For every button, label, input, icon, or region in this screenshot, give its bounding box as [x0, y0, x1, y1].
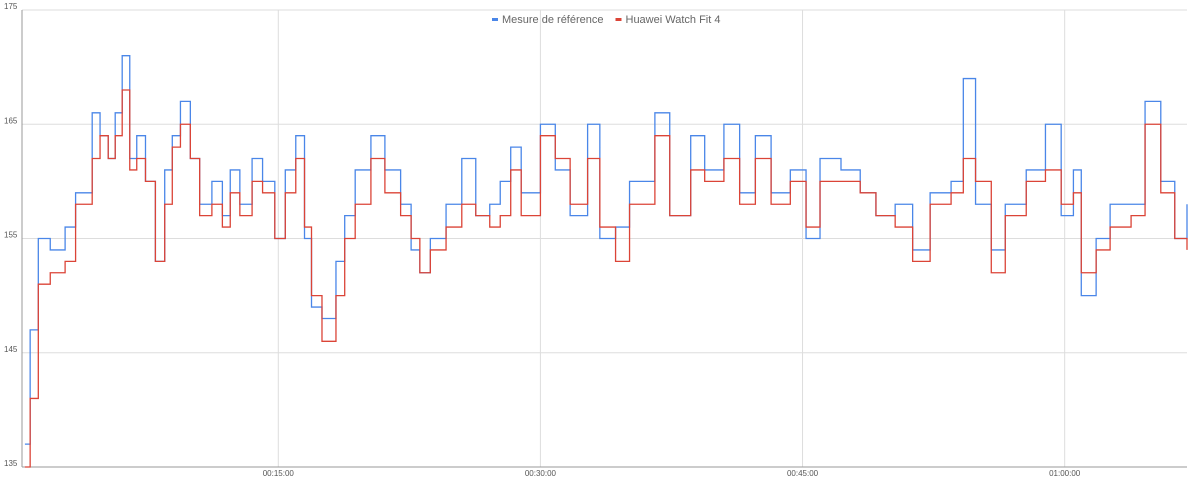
- y-tick-label: 165: [4, 116, 18, 125]
- y-tick-label: 145: [4, 345, 18, 354]
- x-tick-label: 00:15:00: [263, 469, 295, 478]
- x-tick-label: 00:30:00: [525, 469, 557, 478]
- legend-label: Huawei Watch Fit 4: [626, 14, 721, 26]
- legend-swatch: [492, 18, 498, 21]
- x-tick-label: 01:00:00: [1049, 469, 1081, 478]
- legend-swatch: [615, 18, 622, 21]
- y-tick-label: 155: [4, 231, 18, 240]
- y-tick-label: 175: [4, 2, 18, 11]
- x-tick-label: 00:45:00: [787, 469, 819, 478]
- y-tick-label: 135: [4, 459, 18, 468]
- line-series: [24, 89, 1188, 468]
- legend-label: Mesure de référence: [502, 14, 604, 26]
- line-series: [24, 55, 1188, 445]
